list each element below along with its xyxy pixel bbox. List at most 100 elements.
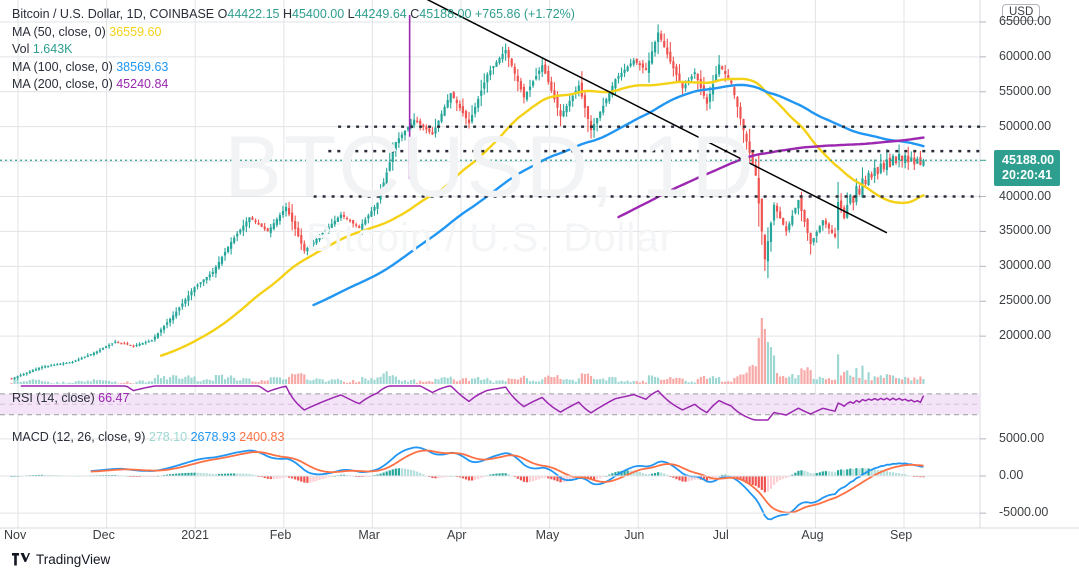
volume-bar [791, 373, 794, 384]
candle-body [562, 111, 565, 117]
volume-bar [867, 372, 870, 384]
candle-body [907, 155, 910, 163]
candle-body [330, 223, 333, 228]
volume-bar [647, 375, 651, 384]
ma200-line [617, 136, 925, 219]
macd-histogram-bar [882, 470, 885, 476]
tradingview-branding[interactable]: TradingView [12, 552, 110, 567]
legend-row-ma200[interactable]: MA (200, close, 0) 45240.84 [12, 76, 575, 94]
price-axis[interactable]: USD 45188.00 20:20:41 65000.00 60000.00 55… [980, 0, 1079, 581]
candle-body [608, 92, 611, 102]
volume-bar [272, 377, 275, 384]
legend-row-symbol[interactable]: Bitcoin / U.S. Dollar, 1D, COINBASE O444… [12, 6, 575, 24]
volume-bar [318, 378, 321, 384]
volume-bar [724, 381, 727, 384]
candle-body [849, 195, 852, 204]
candle-body [922, 160, 925, 166]
candle-body [431, 132, 434, 135]
rsi-line [20, 385, 925, 421]
candle-body [141, 343, 144, 345]
candle-body [19, 375, 22, 377]
candle-body [254, 220, 257, 223]
candle-body [440, 113, 443, 122]
volume-bar [760, 318, 763, 384]
volume-bar [504, 381, 507, 384]
macd-histogram-bar [522, 476, 526, 482]
volume-bar [913, 377, 916, 384]
volume-bar [297, 373, 300, 384]
macd-histogram-bar [565, 476, 568, 482]
macd-histogram-bar [458, 476, 461, 478]
volume-bar [312, 379, 315, 384]
legend-row-ma50[interactable]: MA (50, close, 0) 36559.60 [12, 24, 575, 42]
macd-line-value: 2678.93 [190, 430, 236, 444]
volume-bar [31, 379, 34, 384]
candle-body [660, 33, 663, 40]
candle-body [724, 71, 727, 74]
candle-body [779, 211, 782, 219]
candle-body [467, 119, 471, 124]
candle-body [904, 155, 907, 164]
macd-histogram-bar [836, 470, 840, 476]
volume-bar [757, 337, 760, 384]
macd-histogram-bar [327, 476, 330, 478]
macd-histogram-bar [193, 472, 196, 476]
rsi-pane-legend[interactable]: RSI (14, close) 66.47 [12, 391, 129, 405]
macd-pane-legend[interactable]: MACD (12, 26, close, 9) 278.10 2678.93 2… [12, 430, 284, 444]
macd-histogram-bar [220, 473, 224, 476]
candle-body [681, 81, 684, 89]
volume-bar [730, 381, 733, 384]
candle-body [181, 303, 184, 307]
volume-bar [291, 373, 294, 384]
ohlc-close-value: 45188.00 [419, 7, 472, 21]
candle-body [199, 282, 202, 284]
candle-body [840, 200, 843, 209]
volume-bar [327, 380, 330, 384]
volume-bar [644, 382, 648, 384]
time-axis[interactable]: Nov Dec 2021 Feb Mar Apr May Jun Jul Aug Sep [0, 528, 1079, 552]
candle-body [635, 59, 638, 63]
volume-bar [666, 379, 669, 384]
volume-bar [617, 381, 620, 384]
rsi-value: 66.47 [98, 391, 130, 405]
macd-histogram-bar [684, 476, 687, 482]
candle-body [858, 188, 861, 195]
macd-histogram-bar [815, 473, 818, 476]
volume-bar [583, 373, 587, 384]
volume-bar [538, 381, 541, 384]
macd-histogram-bar [397, 468, 400, 476]
candle-body [916, 158, 919, 164]
candle-body [437, 120, 440, 126]
legend-row-volume[interactable]: Vol 1.643K [12, 41, 575, 59]
legend-row-ma100[interactable]: MA (100, close, 0) 38569.63 [12, 59, 575, 77]
volume-bar [89, 381, 92, 384]
candle-body [580, 82, 583, 97]
candle-body [867, 172, 870, 186]
candle-body [458, 103, 461, 109]
volume-bar [855, 368, 858, 384]
volume-bar [150, 381, 153, 384]
macd-histogram-bar [806, 471, 809, 476]
macd-histogram-bar [760, 476, 763, 490]
candle-body [202, 279, 205, 283]
candle-body [333, 220, 336, 225]
macd-histogram-bar [583, 476, 587, 478]
candle-body [730, 80, 733, 84]
volume-bar [324, 381, 327, 384]
macd-histogram-bar [205, 473, 208, 476]
candle-body [891, 156, 895, 166]
tradingview-wordmark: TradingView [36, 552, 111, 567]
volume-bar [190, 377, 193, 384]
candle-body [217, 261, 221, 269]
candle-body [474, 106, 477, 114]
volume-bar [907, 377, 910, 384]
candle-body [312, 241, 315, 246]
trendline[interactable] [423, 0, 888, 234]
volume-bar [413, 379, 416, 384]
volume-bar [721, 381, 724, 384]
macd-histogram-bar [611, 473, 614, 476]
macd-histogram-bar [519, 476, 522, 481]
candle-body [644, 68, 648, 71]
macd-histogram-bar [538, 476, 541, 480]
